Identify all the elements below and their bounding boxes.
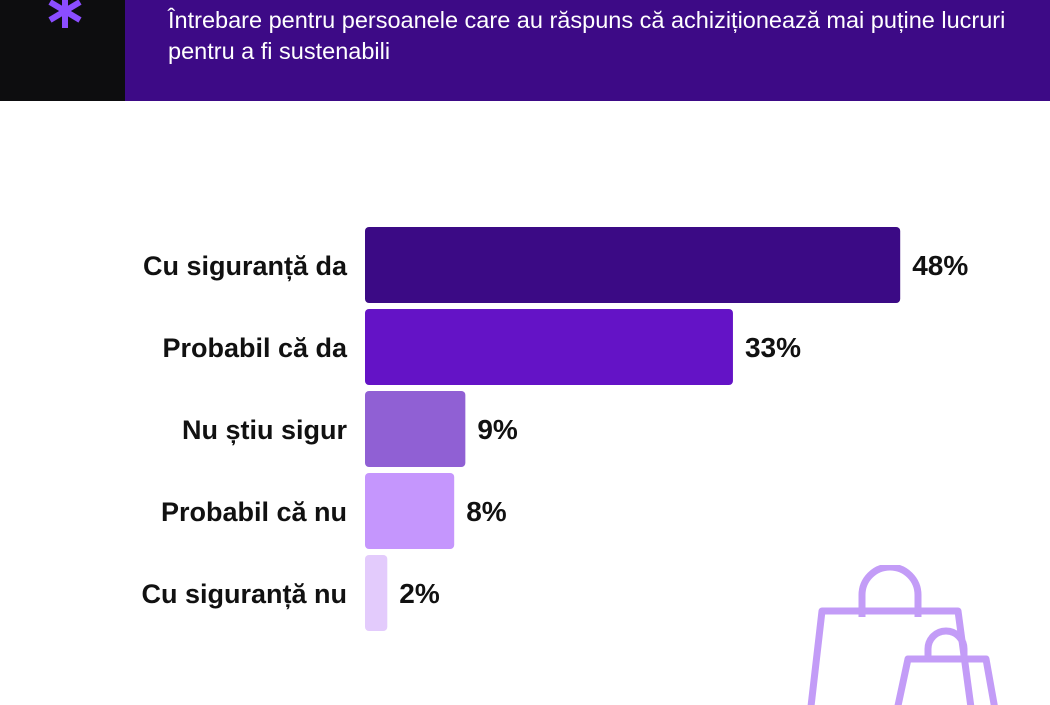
value-label-0: 48% — [912, 250, 968, 281]
bar-0 — [365, 227, 901, 303]
asterisk-icon — [48, 0, 82, 28]
category-label-2: Nu știu sigur — [182, 415, 347, 445]
header-band — [125, 0, 1050, 101]
category-label-3: Probabil că nu — [161, 497, 347, 527]
value-label-4: 2% — [399, 578, 440, 609]
category-label-0: Cu siguranță da — [143, 251, 348, 281]
bar-4 — [365, 555, 388, 631]
shopping-bags-icon — [807, 565, 998, 705]
category-label-1: Probabil că da — [162, 333, 348, 363]
left-black-block — [0, 0, 125, 101]
category-label-4: Cu siguranță nu — [141, 579, 347, 609]
question-text: Întrebare pentru persoanele care au răsp… — [168, 7, 1006, 64]
bar-2 — [365, 391, 466, 467]
bar-3 — [365, 473, 455, 549]
value-label-3: 8% — [466, 496, 507, 527]
bar-1 — [365, 309, 733, 385]
value-label-1: 33% — [745, 332, 801, 363]
value-label-2: 9% — [477, 414, 518, 445]
